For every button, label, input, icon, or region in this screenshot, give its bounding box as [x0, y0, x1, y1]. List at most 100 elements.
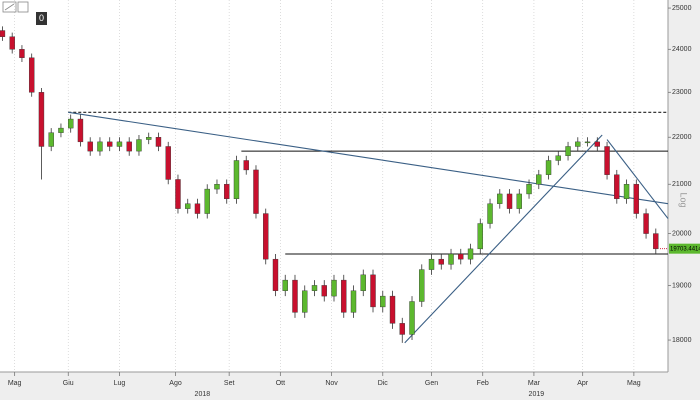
- candle-body: [438, 258, 444, 265]
- candle-body: [272, 258, 279, 291]
- y-tick-label: 20000: [672, 230, 692, 237]
- candle-body: [302, 290, 308, 313]
- year-label: 2019: [529, 391, 545, 398]
- y-tick-label: 25000: [672, 5, 692, 12]
- candle-body: [28, 57, 35, 93]
- candle-body: [536, 174, 542, 185]
- candle-body: [19, 49, 25, 58]
- trend-line: [404, 134, 603, 344]
- candle-body: [467, 248, 474, 260]
- candle-body: [97, 141, 103, 152]
- candle-body: [146, 137, 152, 140]
- year-label: 2018: [195, 391, 211, 398]
- x-tick-label: Nov: [325, 380, 338, 387]
- candle-body: [623, 184, 630, 200]
- candle-body: [575, 141, 581, 147]
- y-axis-title: Log: [679, 192, 689, 207]
- candle-body: [614, 174, 620, 200]
- y-tick-label: 22000: [672, 134, 692, 141]
- candle-body: [341, 279, 347, 313]
- toolbar-icon-line: [4, 3, 15, 11]
- candle-body: [77, 118, 84, 143]
- candle-body: [136, 139, 142, 152]
- x-tick-label: Ott: [276, 380, 285, 387]
- y-tick-label: 21000: [672, 181, 692, 188]
- zoom-button[interactable]: [36, 12, 47, 25]
- candle-body: [214, 184, 220, 190]
- x-tick-label: Set: [224, 380, 235, 387]
- candle-body: [253, 169, 259, 214]
- candle-body: [233, 160, 240, 200]
- candle-body: [331, 279, 337, 297]
- toolbar-icon[interactable]: [2, 1, 17, 13]
- candle-body: [58, 127, 64, 133]
- y-tick-label: 19000: [672, 282, 692, 289]
- candle-body: [594, 141, 600, 147]
- candle-body: [409, 301, 415, 335]
- candle-body: [107, 141, 113, 147]
- candle-body: [116, 141, 123, 147]
- candle-body: [38, 92, 45, 147]
- candle-body: [155, 137, 162, 147]
- y-tick-label: 24000: [672, 46, 692, 53]
- x-tick-label: Mag: [627, 380, 641, 387]
- candle-body: [380, 295, 386, 308]
- candle-body: [224, 184, 230, 200]
- candle-body: [87, 141, 93, 152]
- candle-body: [428, 258, 435, 270]
- y-axis-panel: [668, 0, 700, 400]
- candle-body: [653, 233, 659, 250]
- x-tick-label: Dic: [378, 380, 389, 387]
- x-tick-label: Giu: [63, 380, 74, 387]
- candle-body: [175, 179, 181, 209]
- candle-body: [68, 118, 74, 129]
- candle-body: [360, 274, 366, 291]
- candle-body: [311, 285, 318, 291]
- candle-body: [185, 203, 191, 209]
- candle-body: [419, 269, 425, 302]
- candle-body: [458, 253, 464, 260]
- candle-body: [506, 193, 513, 209]
- candle-body: [321, 285, 327, 297]
- candle-body: [48, 132, 54, 147]
- trend-lines: [68, 111, 669, 344]
- candle-body: [194, 203, 201, 214]
- candle-body: [282, 279, 288, 291]
- x-tick-label: Apr: [577, 380, 589, 387]
- x-axis-panel: [0, 372, 700, 400]
- candles: [0, 26, 659, 343]
- candle-body: [204, 188, 210, 214]
- candle-body: [487, 203, 493, 224]
- candle-body: [643, 213, 649, 234]
- candle-body: [545, 160, 552, 175]
- y-tick-label: 18000: [672, 337, 692, 344]
- last-price-box: [669, 243, 700, 254]
- candle-body: [633, 184, 640, 214]
- candle-body: [389, 295, 396, 324]
- x-tick-label: Feb: [477, 380, 489, 387]
- candle-body: [126, 141, 132, 152]
- candle-body: [0, 30, 6, 37]
- candle-body: [243, 160, 249, 171]
- candle-body: [604, 146, 610, 175]
- candle-body: [516, 193, 522, 209]
- trend-line: [606, 139, 669, 219]
- candle-body: [165, 146, 171, 180]
- last-price-label: 19703.4414: [670, 246, 700, 252]
- x-tick-label: Gen: [425, 380, 438, 387]
- candle-body: [584, 141, 591, 144]
- axes: 18000 19000 20000 21000 22000 23000 24000 25000…: [8, 5, 700, 398]
- candle-body: [565, 146, 571, 156]
- candle-body: [477, 223, 483, 250]
- toolbar-icon[interactable]: [17, 1, 29, 13]
- trend-line: [68, 111, 669, 205]
- candle-body: [555, 155, 561, 161]
- x-tick-label: Mar: [528, 380, 541, 387]
- candle-body: [497, 193, 503, 204]
- candle-body: [448, 253, 454, 265]
- candle-body: [292, 279, 298, 313]
- y-tick-label: 23000: [672, 89, 692, 96]
- candle-body: [263, 213, 269, 260]
